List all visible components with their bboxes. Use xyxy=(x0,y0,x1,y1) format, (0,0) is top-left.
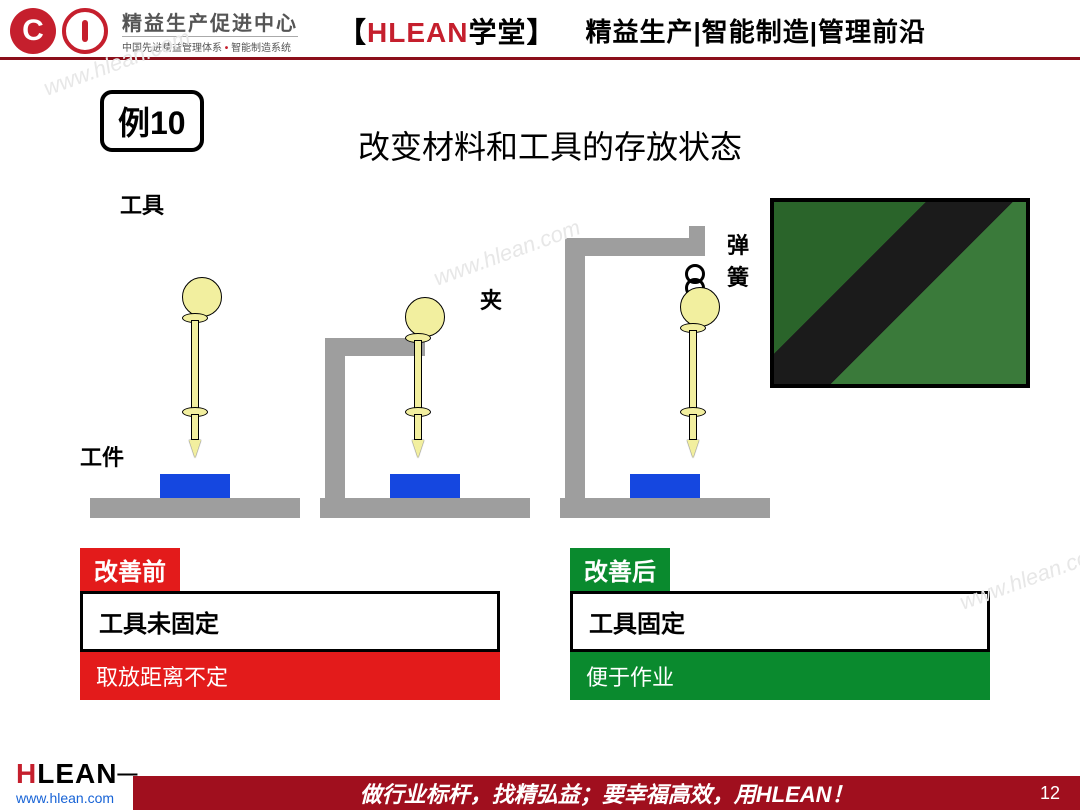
after-row2: 便于作业 xyxy=(570,652,990,700)
after-header: 改善后 xyxy=(570,548,670,591)
slide-title: 改变材料和工具的存放状态 xyxy=(80,122,1020,168)
workpiece xyxy=(630,474,700,498)
compare-before: 改善前 工具未固定 取放距离不定 xyxy=(80,548,500,700)
photo-worker xyxy=(770,198,1030,388)
before-row2: 取放距离不定 xyxy=(80,652,500,700)
footer-slogan-bar: 做行业标杆，找精弘益；要幸福高效，用HLEAN！ 12 xyxy=(133,776,1080,810)
compare-table: 改善前 工具未固定 取放距离不定 改善后 工具固定 便于作业 xyxy=(80,548,1020,700)
stand-beam xyxy=(565,238,705,256)
diagram-area: 工具 工件 夹 弹簧 xyxy=(80,188,1020,518)
school-black: 学堂 xyxy=(468,17,526,48)
tool-icon xyxy=(182,277,208,458)
label-clamp: 夹 xyxy=(480,283,502,315)
org-sub-2: 智能制造系统 xyxy=(231,43,291,54)
header-tagline: 精益生产|智能制造|管理前沿 xyxy=(586,12,927,49)
org-sub-1: 中国先进精益管理体系 xyxy=(122,43,222,54)
logo-group: C 精益生产促进中心 中国先进精益管理体系 • 智能制造系统 xyxy=(10,7,298,54)
tool-icon xyxy=(680,287,706,458)
footer-logo: HLEAN─ www.hlean.com xyxy=(0,758,133,810)
footer-url[interactable]: www.hlean.com xyxy=(16,790,133,806)
slide-body: 例10 改变材料和工具的存放状态 工具 工件 夹 弹簧 改善前 工具未固定 取放… xyxy=(0,60,1080,740)
page-number: 12 xyxy=(1040,783,1060,804)
base-plate xyxy=(560,498,770,518)
label-tool: 工具 xyxy=(120,188,164,220)
base-plate xyxy=(320,498,530,518)
label-spring: 弹簧 xyxy=(727,228,753,292)
org-title: 精益生产促进中心 xyxy=(122,7,298,36)
stand-pillar xyxy=(325,338,345,498)
school-badge: 【HLEAN学堂】 xyxy=(338,11,556,51)
school-red: HLEAN xyxy=(367,17,468,48)
example-badge: 例10 xyxy=(100,90,204,152)
before-row1: 工具未固定 xyxy=(80,591,500,652)
slide-footer: HLEAN─ www.hlean.com 做行业标杆，找精弘益；要幸福高效，用H… xyxy=(0,756,1080,810)
footer-slogan: 做行业标杆，找精弘益；要幸福高效，用HLEAN！ xyxy=(360,777,854,809)
base-plate xyxy=(90,498,300,518)
org-text: 精益生产促进中心 中国先进精益管理体系 • 智能制造系统 xyxy=(122,7,298,54)
stand-pillar xyxy=(565,238,585,498)
bracket-l: 【 xyxy=(338,17,367,48)
bracket-r: 】 xyxy=(526,17,555,48)
label-workpiece: 工件 xyxy=(80,440,124,472)
stand-hanger xyxy=(689,226,705,256)
workpiece xyxy=(160,474,230,498)
org-subtitle: 中国先进精益管理体系 • 智能制造系统 xyxy=(122,36,298,54)
slide-header: C 精益生产促进中心 中国先进精益管理体系 • 智能制造系统 【HLEAN学堂】… xyxy=(0,0,1080,60)
before-header: 改善前 xyxy=(80,548,180,591)
after-row1: 工具固定 xyxy=(570,591,990,652)
logo-ring-icon xyxy=(62,8,108,54)
compare-after: 改善后 工具固定 便于作业 xyxy=(570,548,990,700)
footer-logo-rest: LEAN xyxy=(37,758,117,789)
workpiece xyxy=(390,474,460,498)
footer-logo-h: H xyxy=(16,758,37,789)
tool-icon xyxy=(405,297,431,458)
logo-c-icon: C xyxy=(10,8,56,54)
